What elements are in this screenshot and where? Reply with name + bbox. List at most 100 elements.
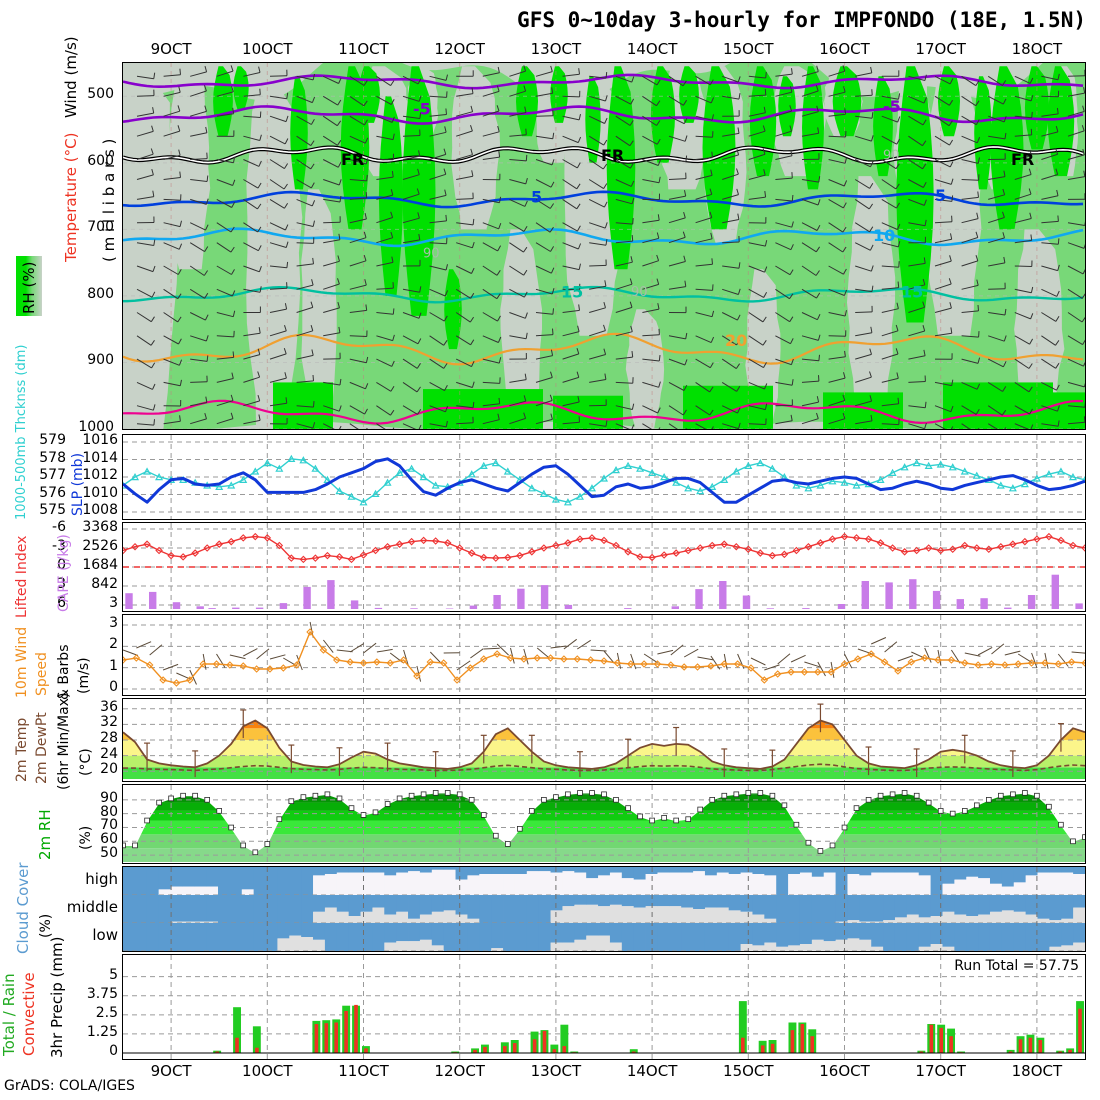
x-tick-top-18OCT: 18OCT bbox=[1011, 40, 1063, 58]
temp-tick-36: 36 bbox=[100, 698, 118, 715]
svg-text:FR: FR bbox=[1011, 150, 1034, 169]
label-cloud-units: (%) bbox=[38, 913, 54, 938]
thk-tick-578: 578 bbox=[39, 449, 66, 466]
rh-legend-swatch bbox=[16, 256, 42, 316]
x-tick-top-9OCT: 9OCT bbox=[150, 40, 192, 58]
x-tick-bottom-13OCT: 13OCT bbox=[530, 1062, 582, 1080]
label-2m-temp: 2m Temp bbox=[14, 717, 30, 782]
x-tick-bottom-17OCT: 17OCT bbox=[915, 1062, 966, 1080]
rh2m-tick-50: 50 bbox=[100, 845, 118, 862]
x-tick-top-12OCT: 12OCT bbox=[434, 40, 485, 58]
label-rh-units: (%) bbox=[78, 825, 94, 850]
x-tick-bottom-9OCT: 9OCT bbox=[150, 1062, 192, 1080]
y-tick-500: 500 bbox=[87, 86, 114, 103]
label-wind: Wind (m/s) bbox=[62, 36, 80, 118]
wind-tick-3: 3 bbox=[109, 615, 118, 631]
svg-text:90: 90 bbox=[423, 246, 440, 261]
svg-text:90: 90 bbox=[631, 285, 648, 300]
panel-10m-wind bbox=[122, 614, 1086, 696]
x-tick-top-10OCT: 10OCT bbox=[242, 40, 293, 58]
precip-tick-0: 0 bbox=[109, 1043, 118, 1059]
temp-tick-24: 24 bbox=[100, 745, 118, 762]
x-tick-bottom-10OCT: 10OCT bbox=[242, 1062, 293, 1080]
li-tick-3: 3 bbox=[57, 576, 66, 592]
slp-tick-1016: 1016 bbox=[82, 432, 118, 448]
temp-dewpt-plot bbox=[123, 699, 1085, 781]
slp-tick-1014: 1014 bbox=[82, 449, 118, 466]
wind-tick-1: 1 bbox=[109, 657, 118, 674]
rh2m-tick-70: 70 bbox=[100, 817, 118, 834]
run-total-label: Run Total = 57.75 bbox=[954, 958, 1079, 974]
temp-tick-28: 28 bbox=[100, 730, 118, 746]
precip-tick-2.5: 2.5 bbox=[95, 1004, 118, 1021]
label-2m-rh: 2m RH bbox=[36, 809, 54, 860]
x-tick-bottom-11OCT: 11OCT bbox=[338, 1062, 389, 1080]
label-lifted-index: Lifted Index bbox=[14, 535, 30, 618]
svg-text:15: 15 bbox=[901, 283, 923, 302]
svg-text:15: 15 bbox=[561, 283, 583, 302]
li-tick-0: 0 bbox=[57, 557, 66, 573]
x-tick-bottom-16OCT: 16OCT bbox=[819, 1062, 870, 1080]
panel-upper-air: -5 -5 FR FR FR 5 5 10 15 15 20 90 90 90 bbox=[122, 62, 1086, 430]
label-temperature: Temperature (°C) bbox=[62, 132, 80, 262]
x-tick-bottom-15OCT: 15OCT bbox=[723, 1062, 774, 1080]
label-precip-total: Total / Rain bbox=[0, 973, 18, 1056]
rh-plot bbox=[123, 785, 1085, 863]
x-tick-bottom-18OCT: 18OCT bbox=[1011, 1062, 1063, 1080]
upper-air-plot: -5 -5 FR FR FR 5 5 10 15 15 20 90 90 90 bbox=[123, 63, 1085, 429]
thk-tick-579: 579 bbox=[39, 432, 66, 448]
panel-cape-lifted-index bbox=[122, 522, 1086, 612]
svg-text:20: 20 bbox=[725, 331, 747, 350]
label-rh: RH (%) bbox=[20, 261, 38, 314]
y-tick-700: 700 bbox=[87, 219, 114, 236]
precip-tick-5: 5 bbox=[109, 966, 118, 983]
label-precip-convective: Convective bbox=[20, 972, 38, 1056]
label-wind-units: (m/s) bbox=[76, 657, 92, 694]
wind-tick-0: 0 bbox=[109, 679, 118, 695]
svg-text:-5: -5 bbox=[413, 100, 431, 119]
x-tick-top-13OCT: 13OCT bbox=[530, 40, 582, 58]
x-tick-top-15OCT: 15OCT bbox=[723, 40, 774, 58]
label-10m-wind: 10m Wind bbox=[14, 626, 30, 698]
cloud-row-high: high bbox=[85, 870, 118, 888]
label-cloud-cover: Cloud Cover bbox=[14, 862, 32, 954]
y-tick-900: 900 bbox=[87, 352, 114, 369]
wind-tick-2: 2 bbox=[109, 636, 118, 653]
panel-cloud-cover bbox=[122, 866, 1086, 952]
slp-tick-1012: 1012 bbox=[82, 467, 118, 483]
label-minmax: (6hr Min/Max) bbox=[56, 692, 72, 790]
panel-precip: Run Total = 57.75 bbox=[122, 954, 1086, 1060]
svg-text:5: 5 bbox=[935, 186, 946, 205]
cape-tick-1684: 1684 bbox=[82, 557, 118, 573]
svg-text:FR: FR bbox=[341, 150, 364, 169]
rh2m-tick-80: 80 bbox=[100, 803, 118, 820]
temp-tick-32: 32 bbox=[100, 714, 118, 731]
li-tick--6: -6 bbox=[52, 519, 66, 535]
svg-text:5: 5 bbox=[531, 187, 542, 206]
label-millibars: ( m i l l i b a r s ) bbox=[100, 138, 118, 262]
precip-tick-1.25: 1.25 bbox=[86, 1023, 118, 1040]
x-tick-top-16OCT: 16OCT bbox=[819, 40, 870, 58]
panel-slp-thickness bbox=[122, 434, 1086, 520]
temp-tick-20: 20 bbox=[100, 761, 118, 778]
svg-text:10: 10 bbox=[873, 226, 895, 245]
rh2m-tick-60: 60 bbox=[100, 831, 118, 848]
cape-tick-3: 3 bbox=[109, 595, 118, 611]
x-tick-bottom-12OCT: 12OCT bbox=[434, 1062, 485, 1080]
y-tick-800: 800 bbox=[87, 285, 114, 302]
cape-tick-842: 842 bbox=[91, 576, 118, 592]
svg-text:FR: FR bbox=[601, 146, 624, 165]
svg-text:90: 90 bbox=[883, 148, 900, 163]
precip-tick-3.75: 3.75 bbox=[86, 985, 118, 1002]
y-tick-600: 600 bbox=[87, 152, 114, 169]
label-slp: SLP (mb) bbox=[70, 452, 86, 516]
label-wind-speed: Speed bbox=[34, 652, 50, 696]
rh2m-tick-90: 90 bbox=[100, 789, 118, 806]
cloud-row-middle: middle bbox=[66, 898, 118, 916]
li-tick--3: -3 bbox=[52, 538, 66, 554]
slp-tick-1008: 1008 bbox=[82, 502, 118, 518]
label-2m-dewpt: 2m DewPt bbox=[34, 712, 50, 784]
x-tick-top-17OCT: 17OCT bbox=[915, 40, 966, 58]
slp-tick-1010: 1010 bbox=[82, 484, 118, 501]
slp-thickness-plot bbox=[123, 435, 1085, 519]
